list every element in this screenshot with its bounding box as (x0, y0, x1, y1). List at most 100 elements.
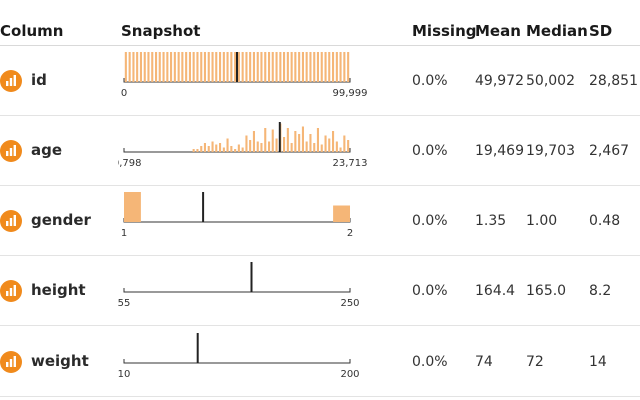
histogram-bar (283, 52, 286, 82)
histogram-bar (283, 137, 286, 152)
histogram-bar (203, 52, 206, 82)
histogram-bar (226, 138, 229, 152)
median-value: 19,703 (526, 143, 575, 159)
median-value: 50,002 (526, 73, 575, 89)
min-tick-label: 1 (121, 228, 127, 239)
histogram-bar (290, 143, 293, 152)
sd-value: 28,851 (589, 73, 638, 89)
histogram-bar (335, 52, 338, 82)
histogram-bar (324, 52, 327, 82)
header-snapshot[interactable]: Snapshot (121, 22, 201, 40)
histogram-bar (211, 52, 214, 82)
histogram-bar (143, 52, 146, 82)
histogram-bar (320, 52, 323, 82)
header-missing[interactable]: Missing (412, 22, 477, 40)
histogram-bar (347, 140, 350, 152)
max-tick-label: 250 (340, 298, 359, 309)
histogram-bar (313, 52, 316, 82)
min-tick-label: 10 (118, 369, 130, 380)
histogram-bar (268, 52, 271, 82)
column-name: gender (31, 211, 91, 229)
histogram-bar (230, 146, 233, 152)
histogram-bar (166, 52, 169, 82)
max-tick-label: 99,999 (333, 88, 368, 99)
snapshot-chart: 55 250 (118, 262, 360, 309)
sd-value: 0.48 (589, 213, 621, 229)
histogram-bar (275, 138, 278, 152)
histogram-bar (343, 52, 346, 82)
min-tick-label: 10,798 (118, 158, 142, 169)
histogram-bar (215, 144, 218, 152)
max-tick-label: 23,713 (333, 158, 368, 169)
snapshot-chart: 10,798 23,713 (118, 122, 368, 169)
header-column[interactable]: Column (0, 22, 64, 40)
histogram-bar (151, 52, 154, 82)
histogram-bar (339, 52, 342, 82)
histogram-bar (264, 52, 267, 82)
mean-value: 49,972 (475, 73, 524, 89)
histogram-bar (147, 52, 150, 82)
mean-value: 74 (475, 354, 493, 370)
histogram-bar (241, 52, 244, 82)
histogram-bar (170, 52, 173, 82)
histogram-bar (124, 192, 141, 222)
histogram-bar (234, 52, 237, 82)
histogram-bar (252, 131, 255, 152)
histogram-bar (333, 205, 350, 222)
histogram-bar (124, 52, 127, 82)
histogram-bar (298, 134, 301, 152)
histogram-bar (173, 52, 176, 82)
missing-value: 0.0% (412, 283, 448, 299)
missing-value: 0.0% (412, 354, 448, 370)
axis-line (123, 148, 351, 153)
histogram-bar (230, 52, 233, 82)
table-row[interactable]: height 55 250 0.0% 164.4 165.0 8.2 (0, 256, 640, 326)
histogram-bar (237, 52, 240, 82)
axis-line (123, 218, 351, 223)
histogram-bar (155, 52, 158, 82)
median-value: 1.00 (526, 213, 558, 229)
histogram-bar (234, 149, 237, 152)
histogram-bar (294, 52, 297, 82)
histogram-bar (301, 52, 304, 82)
snapshot-chart: 0 99,999 (121, 52, 368, 99)
histogram-bar (226, 52, 229, 82)
histogram-bar (249, 140, 252, 152)
axis-line (123, 288, 351, 293)
histogram-bar (139, 52, 142, 82)
histogram-bar (271, 129, 274, 152)
missing-value: 0.0% (412, 143, 448, 159)
histogram-bar (268, 141, 271, 152)
histogram-bar (245, 52, 248, 82)
sd-value: 2,467 (589, 143, 630, 159)
histogram-bar (215, 52, 218, 82)
table-row[interactable]: id 0 99,999 0.0% 49,972 50,002 28,851 (0, 46, 640, 116)
table-row[interactable]: weight 10 200 0.0% 74 72 14 (0, 327, 640, 397)
snapshot-chart: 10 200 (118, 333, 360, 380)
histogram-bar (222, 52, 225, 82)
mean-value: 19,469 (475, 143, 524, 159)
min-tick-label: 55 (118, 298, 130, 309)
histogram-bar (219, 143, 222, 152)
header-median[interactable]: Median (526, 22, 588, 40)
histogram-bar (132, 52, 135, 82)
median-value: 72 (526, 354, 544, 370)
histogram-bar (339, 147, 342, 152)
bar-chart-icon (0, 280, 22, 302)
histogram-bar (219, 52, 222, 82)
histogram-bar (200, 52, 203, 82)
sd-value: 14 (589, 354, 607, 370)
header-sd[interactable]: SD (589, 22, 613, 40)
bar-chart-icon (0, 210, 22, 232)
histogram-bar (207, 146, 210, 152)
bar-chart-icon (0, 140, 22, 162)
histogram-bar (181, 52, 184, 82)
histogram-bar (328, 138, 331, 152)
header-mean[interactable]: Mean (475, 22, 521, 40)
table-row[interactable]: gender 1 2 0.0% 1.35 1.00 0.48 (0, 186, 640, 256)
histogram-bar (305, 52, 308, 82)
histogram-bar (177, 52, 180, 82)
histogram-bar (309, 52, 312, 82)
histogram-bar (237, 144, 240, 152)
